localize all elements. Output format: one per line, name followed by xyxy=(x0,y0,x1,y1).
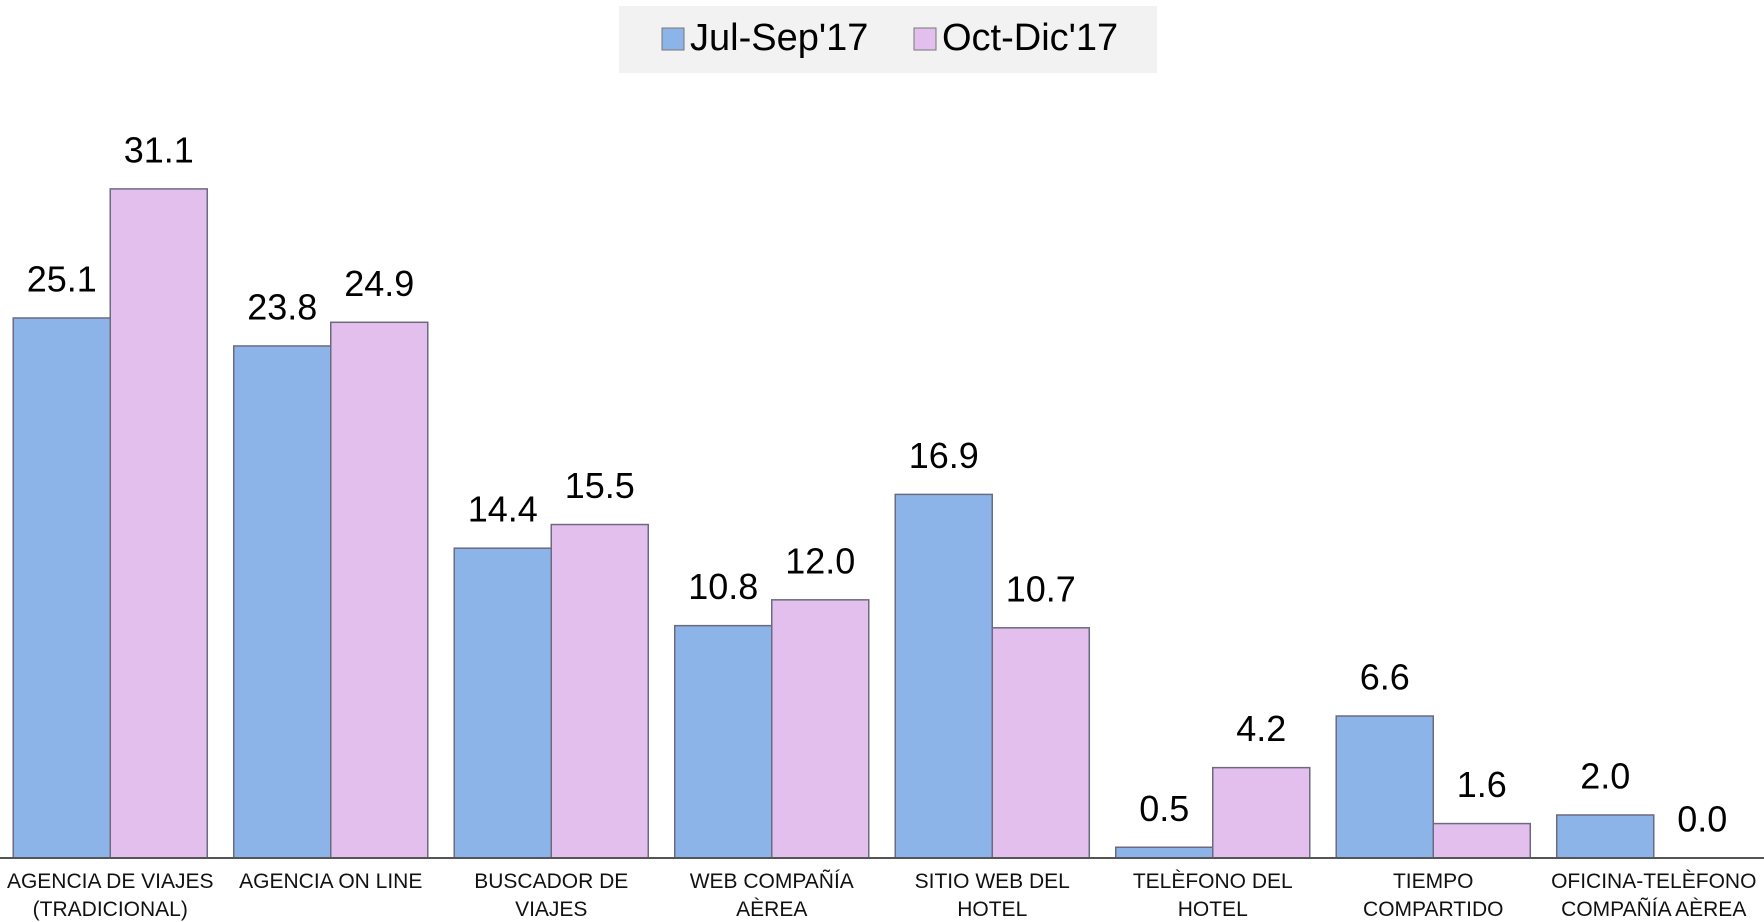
data-label: 12.0 xyxy=(785,540,855,581)
x-tick-label: WEB COMPAÑÍA AÈREA xyxy=(689,870,854,921)
bar xyxy=(1555,814,1655,859)
legend-label: Jul-Sep'17 xyxy=(690,17,868,59)
legend-box xyxy=(619,6,1157,73)
data-label: 16.9 xyxy=(909,435,979,476)
bar xyxy=(12,317,111,859)
bar xyxy=(453,547,553,859)
data-label: 1.6 xyxy=(1457,764,1507,805)
bar xyxy=(330,321,429,859)
bar xyxy=(1212,766,1311,859)
bar xyxy=(109,188,209,859)
data-label: 14.4 xyxy=(468,489,538,530)
x-tick-label: SITIO WEB DEL HOTEL xyxy=(914,870,1070,921)
data-label: 4.2 xyxy=(1236,708,1286,749)
x-tick-label: TELÈFONO DEL HOTEL xyxy=(1132,870,1293,921)
bar xyxy=(991,627,1091,859)
data-label: 2.0 xyxy=(1580,755,1630,796)
bar xyxy=(673,624,773,859)
bar xyxy=(771,599,870,859)
x-tick-label: OFICINA-TELÈFONO COMPAÑÍA AÈREA xyxy=(1551,870,1757,921)
data-label: 25.1 xyxy=(27,259,97,300)
x-tick-label: AGENCIA ON LINE xyxy=(239,870,423,893)
data-label: 0.0 xyxy=(1677,799,1727,840)
x-tick-label: AGENCIA DE VIAJES (TRADICIONAL) xyxy=(6,870,214,921)
data-label: 24.9 xyxy=(344,263,414,304)
legend-label: Oct-Dic'17 xyxy=(942,17,1118,59)
bar xyxy=(1114,846,1214,859)
bar xyxy=(550,523,650,859)
x-tick-label: BUSCADOR DE VIAJES xyxy=(474,870,629,921)
data-label: 31.1 xyxy=(124,129,194,170)
legend-swatch xyxy=(661,27,685,51)
bar xyxy=(1335,715,1434,859)
legend-swatch xyxy=(913,27,937,51)
bar xyxy=(1432,822,1532,859)
data-label: 23.8 xyxy=(247,286,317,327)
bar xyxy=(894,493,993,859)
data-label: 10.7 xyxy=(1006,568,1076,609)
data-label: 6.6 xyxy=(1360,657,1410,698)
x-tick-label: TIEMPO COMPARTIDO xyxy=(1363,870,1504,921)
data-label: 0.5 xyxy=(1139,788,1189,829)
data-label: 15.5 xyxy=(565,465,635,506)
bar xyxy=(232,345,332,859)
data-label: 10.8 xyxy=(688,566,758,607)
